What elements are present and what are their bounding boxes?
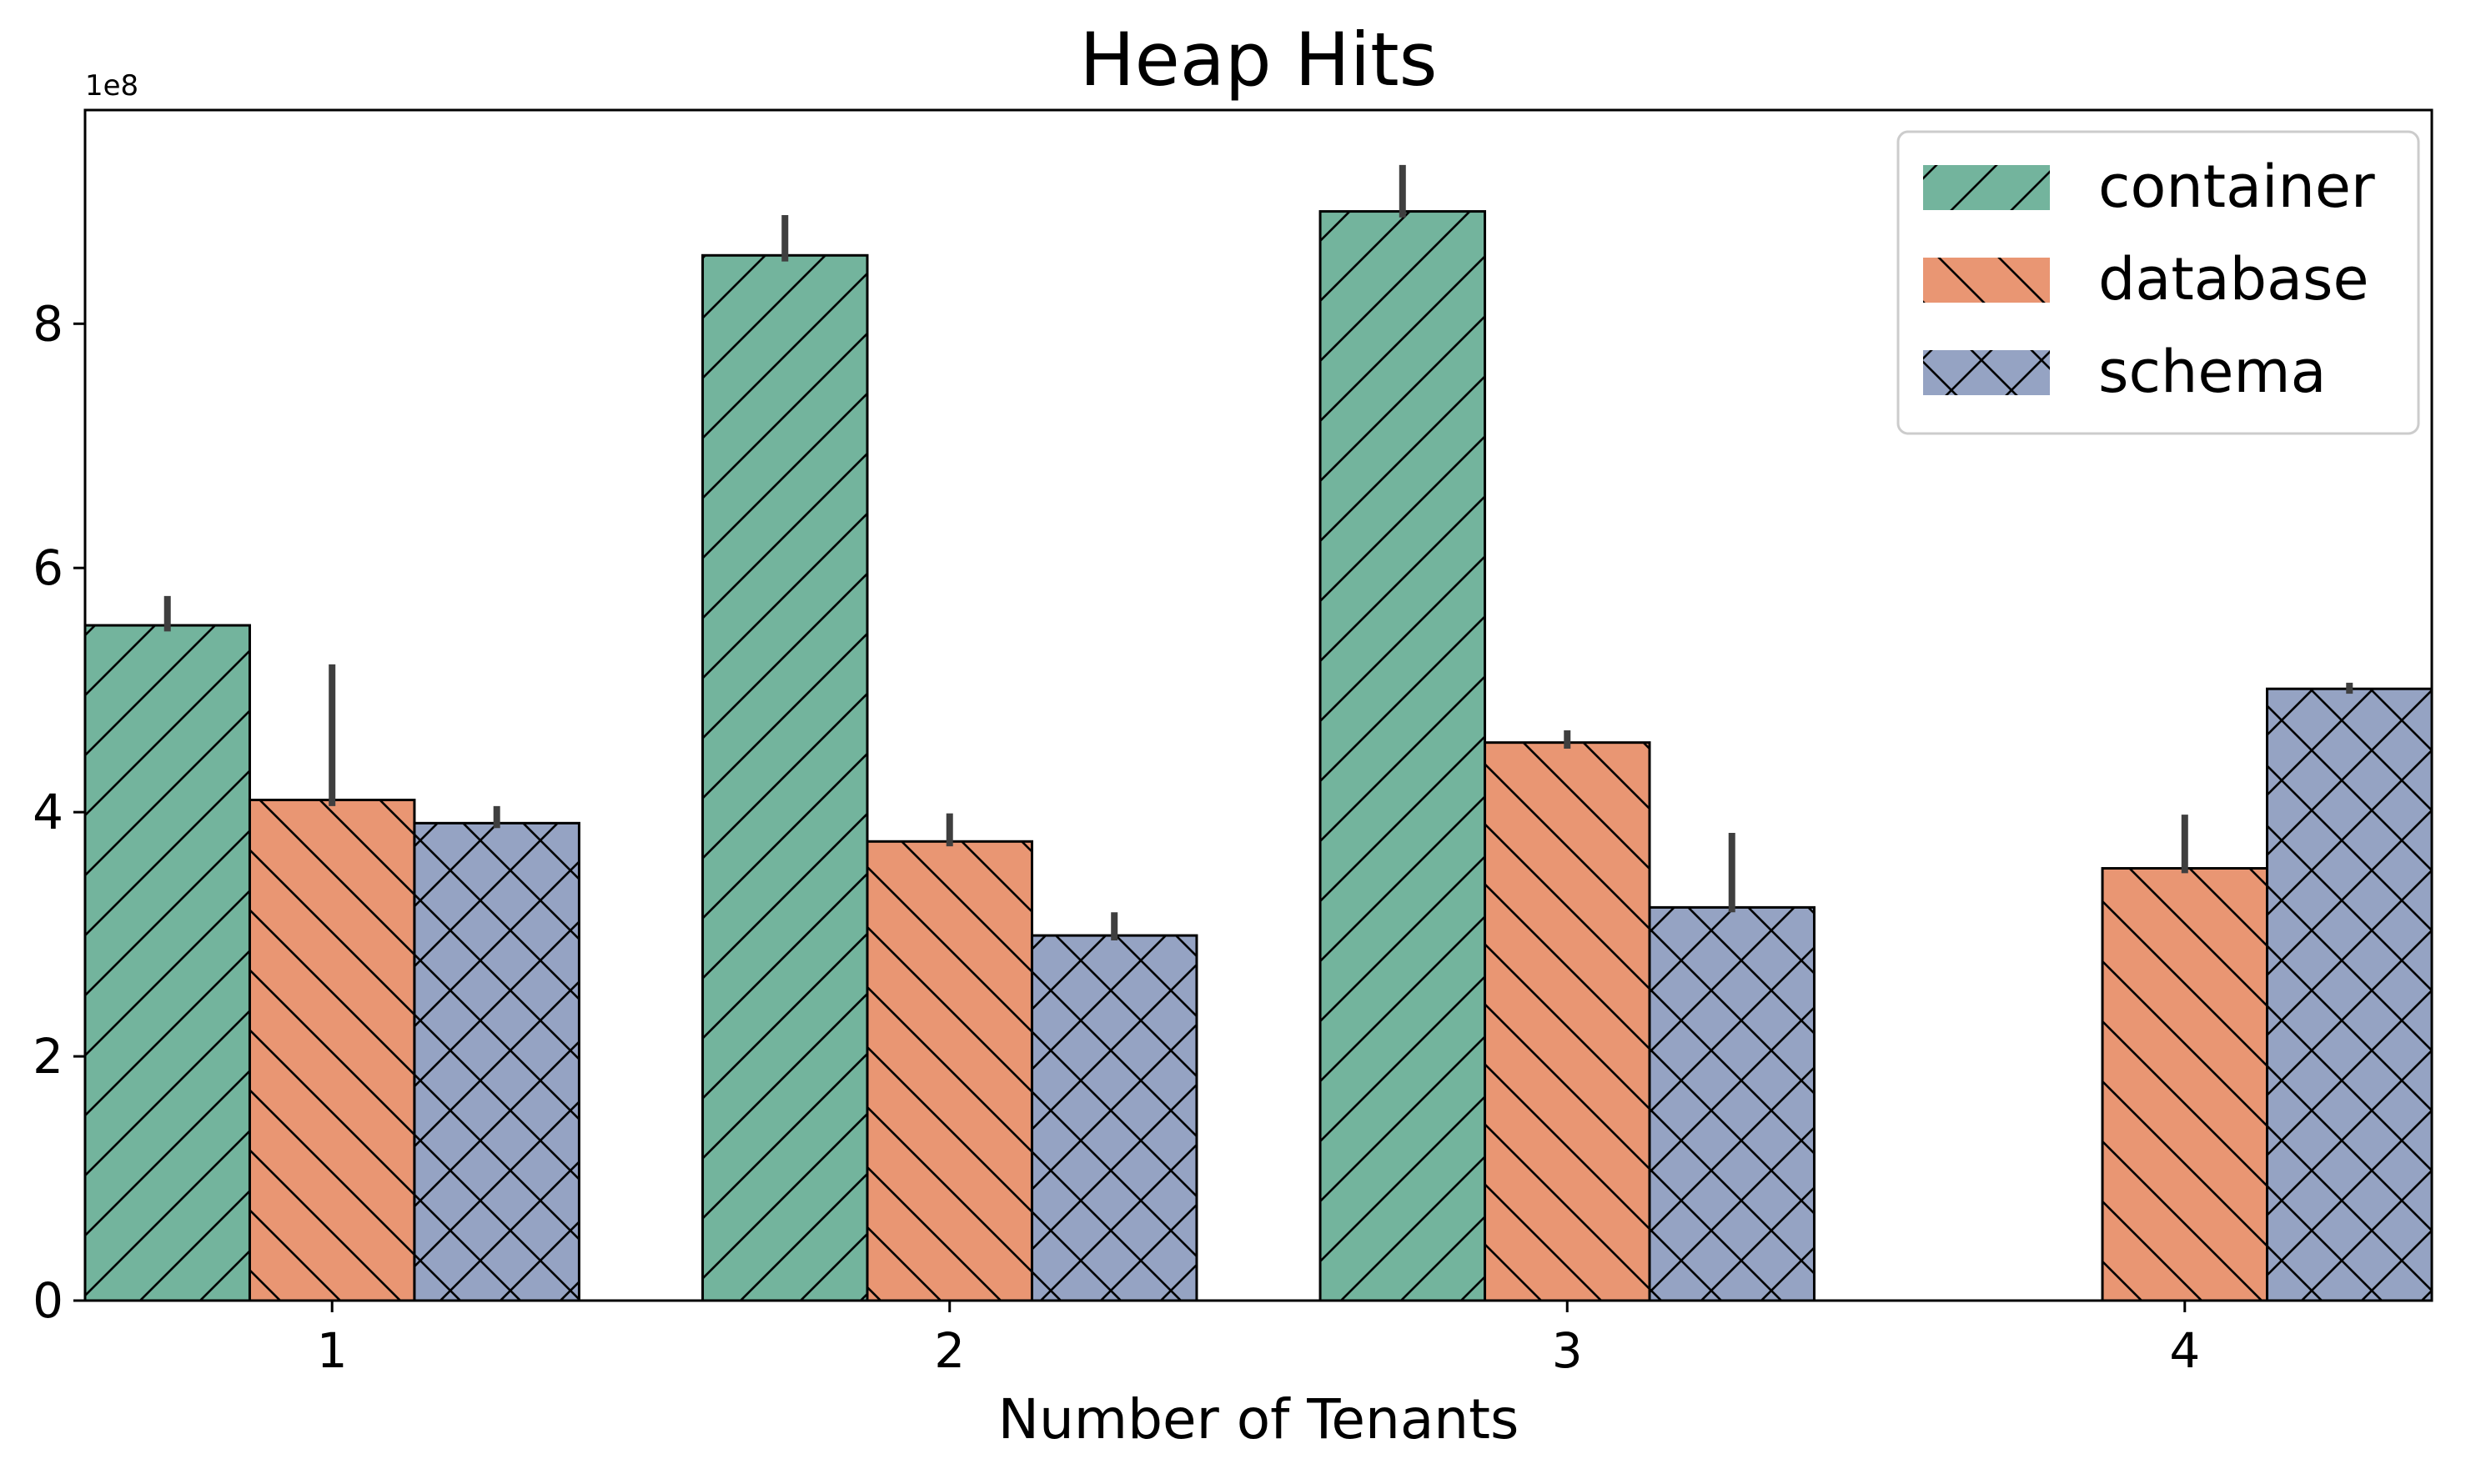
y-axis-offset-label: 1e8	[85, 69, 138, 103]
legend-label-schema: schema	[2098, 338, 2326, 406]
bar-hatch-database-2	[866, 840, 1033, 1302]
bar-hatch-database-3	[1484, 741, 1651, 1302]
x-tick-label-3: 3	[1552, 1322, 1583, 1379]
legend-label-database: database	[2098, 245, 2369, 313]
y-tick-label-2: 2	[33, 1028, 63, 1085]
bar-hatch-database-4	[2101, 867, 2269, 1302]
x-tick-label-2: 2	[934, 1322, 965, 1379]
bar-hatch-database-1	[248, 799, 416, 1302]
bar-hatch-schema-2	[1030, 934, 1198, 1302]
y-tick-label-6: 6	[33, 539, 63, 596]
bar-hatch-container-3	[1318, 210, 1487, 1302]
legend: container database schema	[1896, 130, 2420, 435]
legend-swatch-hatch-database	[1923, 258, 2050, 303]
chart-title: Heap Hits	[1079, 17, 1437, 103]
bars-layer	[83, 210, 2433, 1302]
y-tick-label-0: 0	[33, 1272, 63, 1329]
bar-hatch-schema-3	[1648, 905, 1816, 1302]
bar-hatch-container-1	[83, 624, 251, 1302]
x-tick-label-1: 1	[317, 1322, 348, 1379]
y-tick-label-8: 8	[33, 295, 63, 352]
legend-swatch-hatch-schema	[1923, 350, 2050, 395]
x-axis-label: Number of Tenants	[998, 1387, 1519, 1451]
legend-label-container: container	[2098, 153, 2375, 221]
bar-hatch-container-2	[701, 253, 869, 1302]
bar-hatch-schema-1	[413, 821, 580, 1302]
x-tick-label-4: 4	[2169, 1322, 2200, 1379]
ticks-layer: 1 2 3 4 0 2 4 6 8	[33, 295, 2200, 1379]
error-bars-layer	[163, 164, 2353, 940]
legend-swatch-hatch-container	[1923, 165, 2050, 210]
bar-hatch-schema-4	[2266, 687, 2433, 1302]
plot-frame	[83, 108, 2433, 1302]
y-tick-label-4: 4	[33, 784, 63, 840]
